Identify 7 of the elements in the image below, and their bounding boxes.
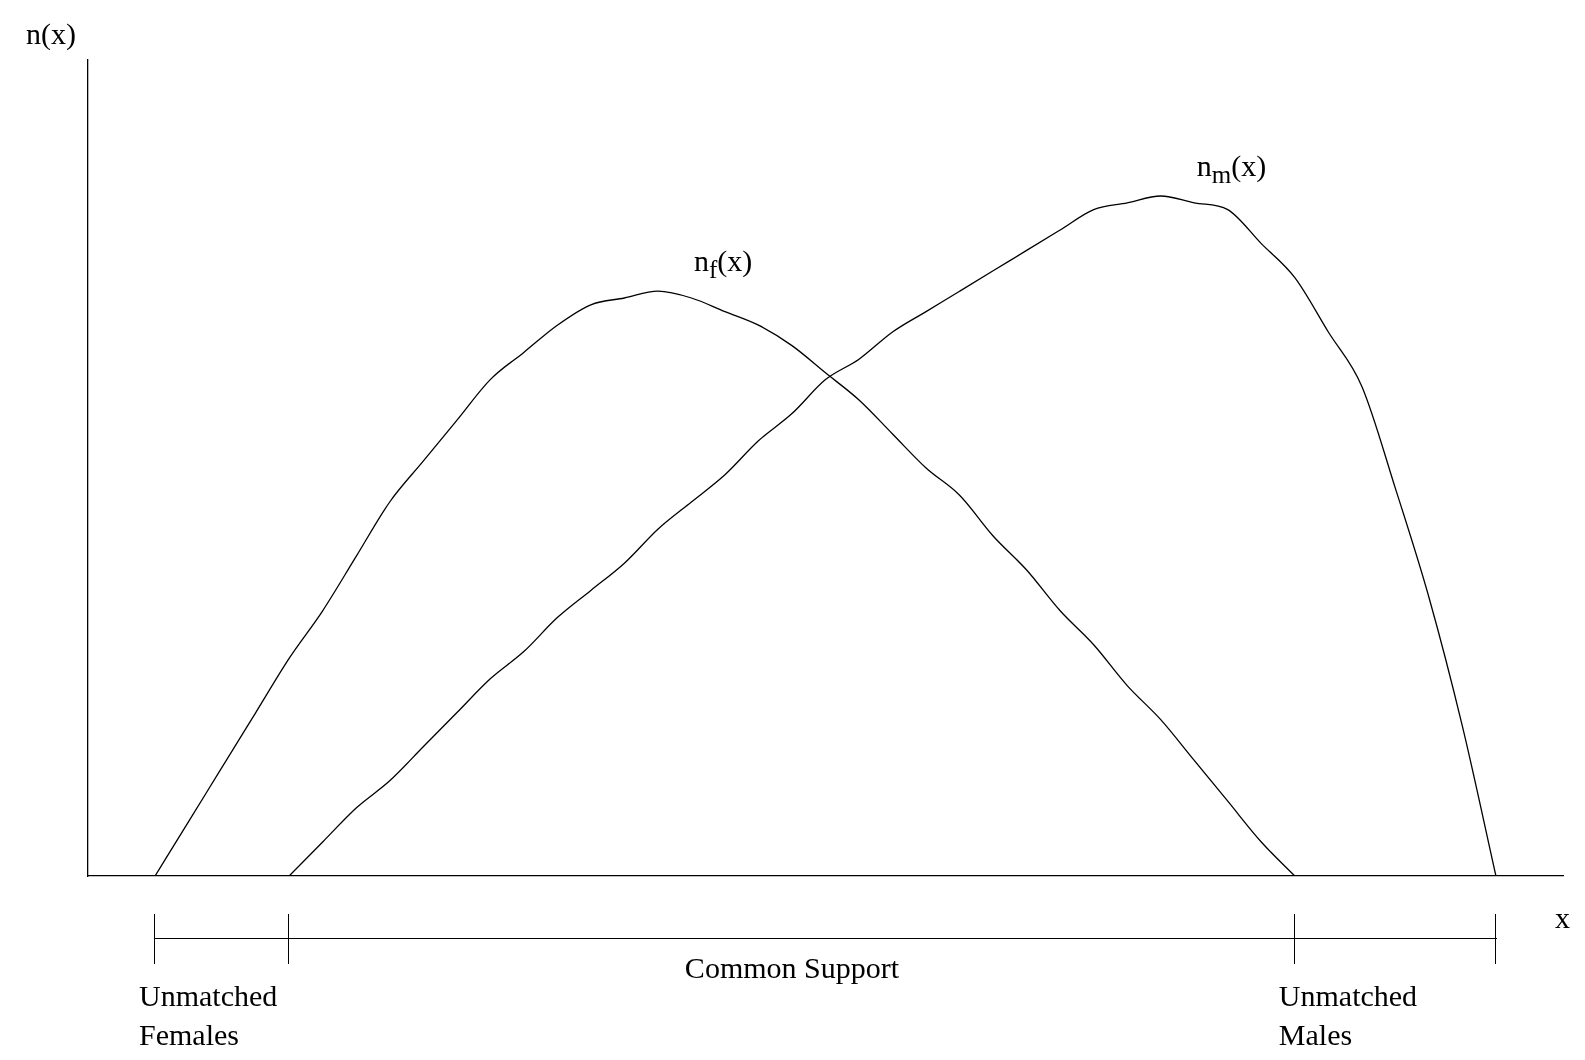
y-axis-title: n(x)	[26, 16, 76, 52]
text: Unmatched Females	[139, 978, 279, 1053]
series-label: n$_{m}$(x)	[1196, 148, 1267, 190]
text: Common Support	[684, 950, 900, 986]
x-axis-title: x	[1555, 900, 1570, 936]
series-label: n$_{f}$(x)	[693, 243, 753, 286]
text: Unmatched Males	[1278, 978, 1419, 1053]
